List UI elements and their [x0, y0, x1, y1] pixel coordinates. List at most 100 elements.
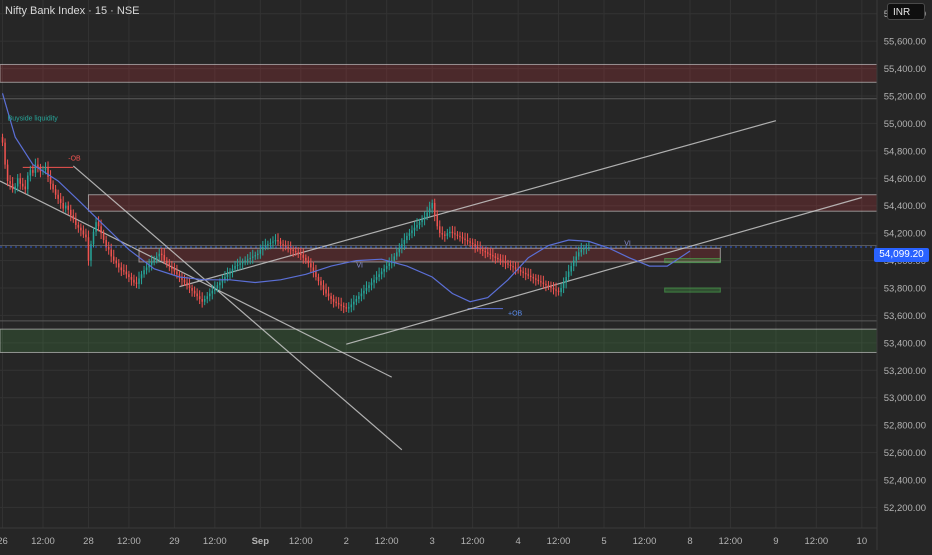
candle-body	[24, 186, 27, 190]
candle-body	[234, 266, 236, 269]
trend-line[interactable]	[346, 196, 863, 345]
chart-annotation: VI	[356, 262, 363, 269]
candle-body	[133, 279, 135, 283]
candle-body	[567, 271, 570, 278]
candle-body	[335, 301, 337, 304]
candle-body	[176, 271, 178, 275]
candle-body	[489, 253, 492, 256]
candle-body	[118, 263, 120, 268]
supply-zone	[87, 194, 878, 212]
candle-body	[95, 222, 97, 232]
candle-body	[532, 277, 535, 279]
candle-body	[155, 256, 158, 260]
candle-body	[196, 293, 198, 297]
candle-body	[494, 256, 497, 258]
trend-line[interactable]	[179, 120, 777, 288]
candle-body	[72, 215, 75, 220]
candle-body	[310, 263, 312, 268]
candle-body	[267, 244, 269, 246]
time-axis-label: 29	[169, 536, 180, 547]
candle-body	[358, 296, 360, 299]
candle-body	[401, 244, 403, 249]
time-axis-label: 12:00	[633, 536, 657, 547]
candle-body	[375, 277, 378, 280]
candle-body	[259, 249, 262, 254]
candle-body	[385, 266, 388, 269]
candle-body	[322, 285, 325, 290]
chart-title: Nifty Bank Index · 15 · NSE	[5, 5, 140, 17]
candle-body	[32, 170, 34, 173]
candle-body	[112, 256, 115, 261]
candle-body	[403, 240, 406, 245]
candle-body	[173, 268, 176, 272]
candle-body	[353, 301, 355, 305]
price-axis-label: 53,400.00	[884, 338, 926, 349]
candle-body	[52, 183, 54, 190]
candle-body	[355, 298, 358, 302]
candle-body	[527, 274, 529, 276]
candle-body	[90, 244, 92, 261]
candle-body	[535, 278, 537, 280]
candle-body	[474, 244, 476, 247]
candle-body	[19, 178, 21, 184]
candle-body	[388, 263, 390, 267]
candle-body	[219, 282, 221, 286]
candle-body	[444, 234, 446, 236]
price-axis-label: 55,000.00	[884, 119, 926, 130]
candle-body	[342, 305, 345, 308]
candle-body	[368, 285, 370, 288]
candle-body	[302, 255, 305, 258]
candle-body	[542, 282, 545, 284]
candle-body	[75, 219, 77, 225]
candle-body	[330, 296, 332, 299]
candle-body	[236, 264, 239, 267]
candle-body	[365, 288, 368, 291]
candle-body	[327, 293, 330, 297]
candle-body	[6, 164, 9, 182]
candle-body	[454, 233, 456, 235]
price-axis-label: 53,800.00	[884, 284, 926, 295]
candle-body	[423, 216, 426, 220]
price-axis-label: 55,400.00	[884, 64, 926, 75]
candle-body	[557, 290, 560, 293]
candle-body	[497, 257, 499, 260]
price-axis-label: 53,200.00	[884, 366, 926, 377]
candle-body	[509, 264, 512, 267]
candle-body	[547, 285, 550, 287]
candle-body	[421, 219, 423, 223]
demand-zone-small	[664, 287, 721, 293]
candle-body	[299, 253, 302, 256]
candle-body	[49, 176, 52, 184]
time-axis-label: 10	[857, 536, 868, 547]
candle-body	[578, 252, 580, 257]
candle-body	[272, 241, 274, 243]
candle-body	[502, 260, 504, 262]
price-axis-label: 53,000.00	[884, 393, 926, 404]
moving-average-line	[1, 93, 691, 303]
trend-line[interactable]	[72, 165, 403, 451]
price-axis-label: 52,400.00	[884, 476, 926, 487]
candle-body	[188, 285, 191, 288]
candle-body	[97, 222, 100, 227]
time-axis-label: 12:00	[289, 536, 313, 547]
candle-body	[37, 164, 39, 168]
time-axis-label: 12:00	[719, 536, 743, 547]
candle-body	[216, 285, 219, 288]
candle-body	[550, 286, 552, 288]
currency-button[interactable]: INR	[887, 3, 925, 20]
price-axis-label: 52,800.00	[884, 421, 926, 432]
candle-body	[160, 253, 163, 256]
last-price-tag: 54,099.20	[874, 248, 929, 262]
candle-body	[345, 307, 348, 309]
candle-body	[499, 259, 502, 261]
candle-body	[411, 230, 413, 234]
time-axis-label: 5	[601, 536, 606, 547]
candle-body	[393, 256, 396, 261]
candle-body	[9, 181, 11, 184]
time-axis-label: 12:00	[461, 536, 485, 547]
candle-body	[102, 233, 105, 240]
candle-body	[585, 247, 588, 249]
time-axis-label: 9	[773, 536, 778, 547]
